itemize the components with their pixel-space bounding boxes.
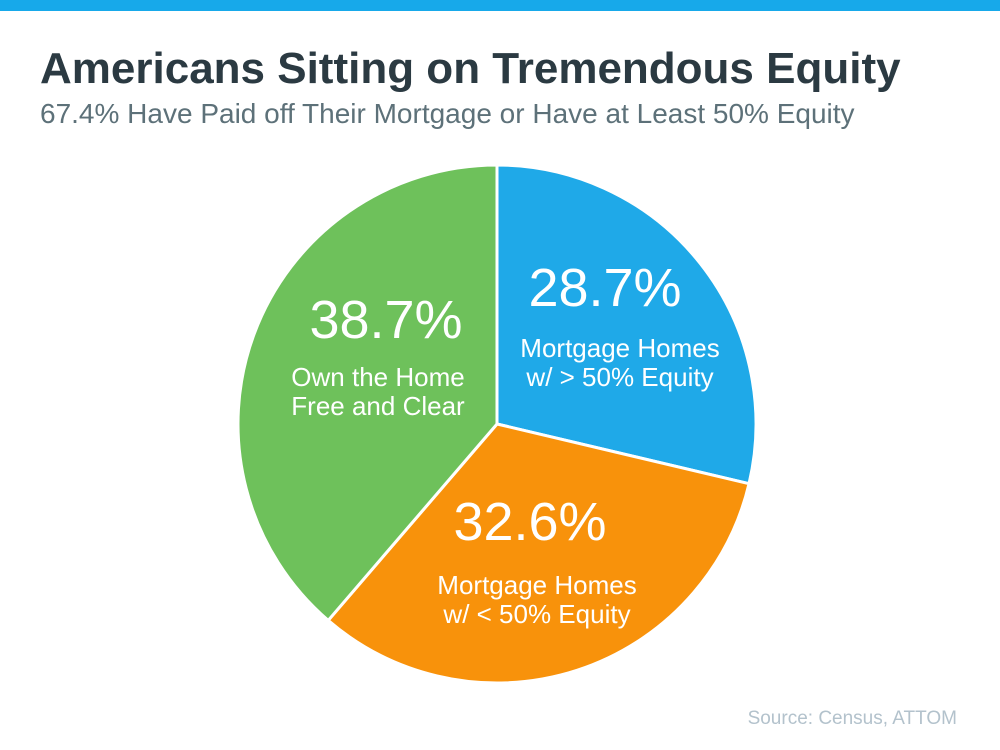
pie-slice-mortgage-gt-50-equity [495, 163, 758, 486]
source-attribution: Source: Census, ATTOM [747, 708, 957, 729]
pie-slice-own-free-and-clear [236, 163, 499, 622]
page-subtitle: 67.4% Have Paid off Their Mortgage or Ha… [40, 98, 855, 129]
pie-slice-mortgage-lt-50-equity [326, 422, 751, 685]
page-title: Americans Sitting on Tremendous Equity [40, 44, 901, 93]
top-accent-bar [0, 0, 1000, 11]
